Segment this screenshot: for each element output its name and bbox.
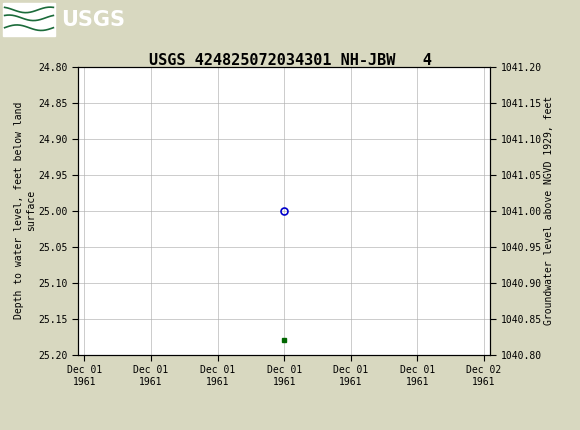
Text: USGS 424825072034301 NH-JBW   4: USGS 424825072034301 NH-JBW 4	[148, 53, 432, 68]
Y-axis label: Groundwater level above NGVD 1929, feet: Groundwater level above NGVD 1929, feet	[545, 96, 554, 325]
Y-axis label: Depth to water level, feet below land
surface: Depth to water level, feet below land su…	[14, 102, 36, 319]
Text: USGS: USGS	[61, 10, 125, 30]
Bar	[3, 3, 55, 37]
